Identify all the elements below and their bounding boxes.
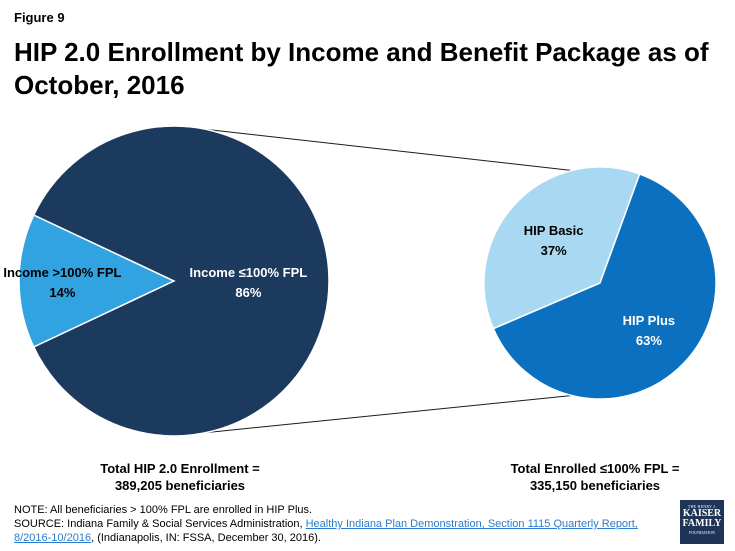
figure-label: Figure 9	[14, 10, 65, 25]
source-suffix: , (Indianapolis, IN: FSSA, December 30, …	[91, 532, 321, 544]
slice-label-income-100-fpl: Income >100% FPL	[3, 265, 121, 280]
kff-logo: THE HENRY J. KAISER FAMILY FOUNDATION	[680, 500, 724, 544]
caption-enrolled-line1: Total Enrolled ≤100% FPL =	[510, 461, 680, 476]
slice-label-hip-basic: HIP Basic	[524, 223, 584, 238]
slice-label-income-100-fpl: Income ≤100% FPL	[190, 265, 308, 280]
notes: NOTE: All beneficiaries > 100% FPL are e…	[14, 503, 674, 545]
source-link[interactable]: Healthy Indiana Plan Demonstration, Sect…	[14, 518, 638, 544]
source-prefix: SOURCE: Indiana Family & Social Services…	[14, 518, 306, 530]
connector-bottom	[206, 395, 572, 434]
caption-total-line2: 389,205 beneficiaries	[114, 478, 246, 493]
caption-enrolled-line2: 335,150 beneficiaries	[529, 478, 661, 493]
slice-value-income-100-fpl: 14%	[49, 285, 75, 300]
logo-line3: FAMILY	[682, 518, 722, 529]
slice-value-income-100-fpl: 86%	[235, 285, 261, 300]
logo-line2: KAISER	[682, 508, 722, 519]
slice-value-hip-basic: 37%	[541, 243, 567, 258]
slice-hip-basic	[483, 166, 641, 330]
chart-title: HIP 2.0 Enrollment by Income and Benefit…	[14, 37, 709, 100]
caption-enrolled-under-100: Total Enrolled ≤100% FPL = 335,150 benef…	[470, 460, 720, 494]
pie-total-enrollment: Income >100% FPL 14% Income ≤100% FPL 86%	[3, 125, 330, 437]
logo-line4: FOUNDATION	[689, 530, 715, 535]
slice-income-100-fpl	[18, 214, 176, 348]
caption-total-enrollment: Total HIP 2.0 Enrollment = 389,205 benef…	[60, 460, 300, 494]
slice-label-hip-plus: HIP Plus	[623, 313, 676, 328]
logo-line1: THE HENRY J.	[687, 504, 717, 509]
slice-hip-plus	[492, 173, 717, 400]
connector-lines	[206, 128, 572, 434]
caption-total-line1: Total HIP 2.0 Enrollment =	[100, 461, 260, 476]
pie-enrolled-under-100-fpl: HIP Basic 37% HIP Plus 63%	[483, 166, 717, 400]
note-text: NOTE: All beneficiaries > 100% FPL are e…	[14, 504, 313, 516]
source-text: SOURCE: Indiana Family & Social Services…	[14, 517, 674, 545]
connector-top	[206, 128, 572, 171]
slice-income-100-fpl	[32, 125, 330, 437]
slice-value-hip-plus: 63%	[636, 333, 662, 348]
